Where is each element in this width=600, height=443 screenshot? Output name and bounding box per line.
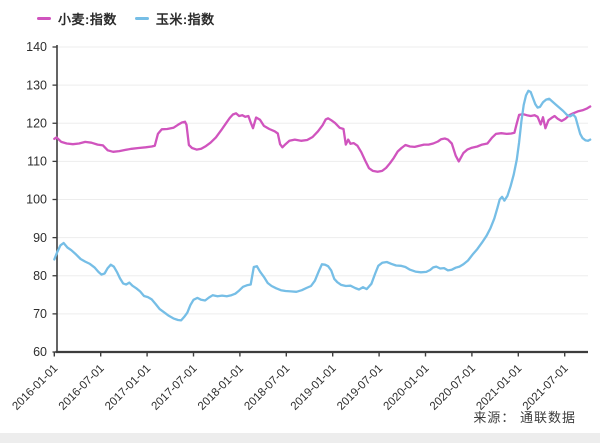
y-tick-label: 110 (27, 155, 47, 169)
bottom-strip (0, 433, 600, 443)
x-tick-label: 2020-01-01 (382, 363, 432, 413)
y-tick-label: 140 (26, 40, 47, 54)
x-tick-label: 2021-07-01 (521, 363, 571, 413)
x-tick-label: 2019-01-01 (289, 363, 339, 413)
y-tick-label: 60 (33, 345, 47, 359)
x-tick-label: 2017-01-01 (103, 363, 153, 413)
x-tick-label: 2020-07-01 (428, 363, 478, 413)
wheat-index-line (53, 105, 592, 173)
corn-legend-label: 玉米:指数 (155, 12, 215, 27)
y-tick-label: 90 (33, 231, 47, 245)
x-tick-label: 2021-01-01 (474, 363, 524, 413)
x-tick-label: 2016-01-01 (10, 363, 60, 413)
x-tick-label: 2019-07-01 (335, 363, 385, 413)
wheat-legend-label: 小麦:指数 (58, 12, 117, 27)
y-tick-label: 70 (33, 307, 47, 321)
x-tick-label: 2017-07-01 (150, 363, 200, 413)
y-axis: 60 70 80 90 100 110 120 130 140 (26, 40, 58, 359)
x-tick-label: 2018-07-01 (242, 363, 292, 413)
y-tick-label: 130 (26, 78, 47, 92)
x-axis: 2016-01-012016-07-012017-01-012017-07-01… (10, 350, 588, 413)
legend-item-corn[interactable]: 玉米:指数 (134, 9, 215, 28)
x-tick-label: 2016-07-01 (57, 363, 107, 413)
y-tick-label: 100 (26, 193, 47, 207)
data-source-label: 来源： 通联数据 (473, 410, 576, 425)
wheat-legend-marker-icon (37, 17, 51, 20)
x-tick-label: 2018-01-01 (196, 363, 246, 413)
legend-item-wheat[interactable]: 小麦:指数 (37, 9, 117, 28)
gridlines (57, 46, 588, 315)
y-tick-label: 120 (26, 116, 47, 130)
legend: 小麦:指数 玉米:指数 (37, 9, 215, 28)
y-tick-label: 80 (33, 269, 47, 283)
corn-index-line (53, 89, 592, 322)
corn-legend-marker-icon (134, 17, 149, 20)
